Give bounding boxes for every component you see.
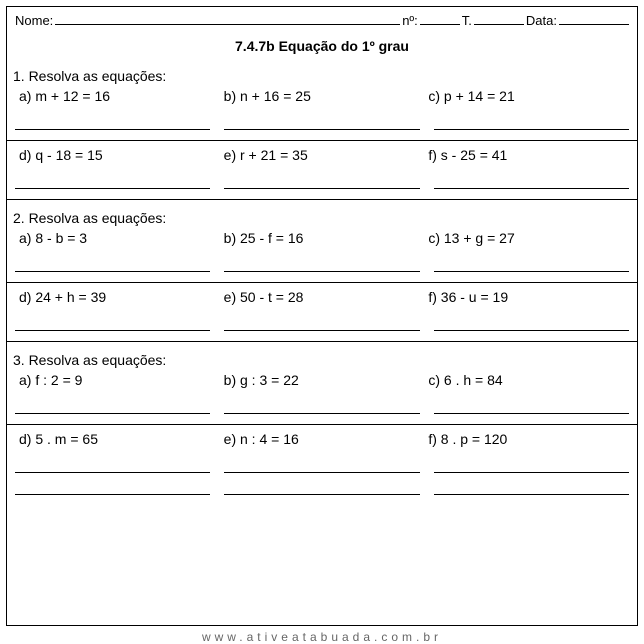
field-nome[interactable] — [55, 11, 400, 25]
eq-2d: d) 24 + h = 39 — [15, 289, 220, 305]
answer-line[interactable] — [15, 258, 210, 272]
answer-line[interactable] — [224, 175, 419, 189]
answer-row — [15, 459, 629, 473]
eq-2e: e) 50 - t = 28 — [220, 289, 425, 305]
answer-row — [15, 175, 629, 189]
divider — [7, 282, 637, 283]
answer-line[interactable] — [434, 481, 629, 495]
footer-url: www.ativeatabuada.com.br — [6, 630, 638, 644]
eq-1a: a) m + 12 = 16 — [15, 88, 220, 104]
eq-2f: f) 36 - u = 19 — [424, 289, 629, 305]
answer-line[interactable] — [15, 175, 210, 189]
divider — [7, 424, 637, 425]
eq-1c: c) p + 14 = 21 — [424, 88, 629, 104]
section-2-row-1: a) 8 - b = 3 b) 25 - f = 16 c) 13 + g = … — [15, 230, 629, 246]
eq-3e: e) n : 4 = 16 — [220, 431, 425, 447]
eq-2b: b) 25 - f = 16 — [220, 230, 425, 246]
eq-2c: c) 13 + g = 27 — [424, 230, 629, 246]
eq-2a: a) 8 - b = 3 — [15, 230, 220, 246]
eq-1d: d) q - 18 = 15 — [15, 147, 220, 163]
answer-line[interactable] — [15, 116, 210, 130]
eq-3f: f) 8 . p = 120 — [424, 431, 629, 447]
answer-line[interactable] — [15, 400, 210, 414]
field-data[interactable] — [559, 11, 629, 25]
field-t[interactable] — [474, 11, 524, 25]
section-1-row-2: d) q - 18 = 15 e) r + 21 = 35 f) s - 25 … — [15, 147, 629, 163]
eq-3d: d) 5 . m = 65 — [15, 431, 220, 447]
section-1-label: 1. Resolva as equações: — [13, 68, 629, 84]
eq-3c: c) 6 . h = 84 — [424, 372, 629, 388]
answer-line[interactable] — [15, 317, 210, 331]
eq-3a: a) f : 2 = 9 — [15, 372, 220, 388]
divider — [7, 341, 637, 342]
answer-line[interactable] — [224, 459, 419, 473]
eq-1f: f) s - 25 = 41 — [424, 147, 629, 163]
eq-3b: b) g : 3 = 22 — [220, 372, 425, 388]
answer-line[interactable] — [224, 116, 419, 130]
answer-line[interactable] — [434, 317, 629, 331]
answer-row — [15, 400, 629, 414]
answer-line[interactable] — [224, 400, 419, 414]
worksheet-title: 7.4.7b Equação do 1º grau — [15, 38, 629, 54]
answer-line[interactable] — [224, 317, 419, 331]
worksheet: Nome: nº: T. Data: 7.4.7b Equação do 1º … — [6, 6, 638, 626]
divider — [7, 140, 637, 141]
answer-line[interactable] — [15, 459, 210, 473]
eq-1b: b) n + 16 = 25 — [220, 88, 425, 104]
section-2-label: 2. Resolva as equações: — [13, 210, 629, 226]
answer-row — [15, 258, 629, 272]
answer-row — [15, 481, 629, 495]
answer-line[interactable] — [224, 481, 419, 495]
answer-line[interactable] — [434, 400, 629, 414]
label-data: Data: — [526, 13, 557, 28]
section-1-row-1: a) m + 12 = 16 b) n + 16 = 25 c) p + 14 … — [15, 88, 629, 104]
section-3-row-2: d) 5 . m = 65 e) n : 4 = 16 f) 8 . p = 1… — [15, 431, 629, 447]
divider — [7, 199, 637, 200]
section-3-row-1: a) f : 2 = 9 b) g : 3 = 22 c) 6 . h = 84 — [15, 372, 629, 388]
answer-line[interactable] — [224, 258, 419, 272]
answer-line[interactable] — [434, 258, 629, 272]
answer-line[interactable] — [434, 116, 629, 130]
answer-line[interactable] — [434, 459, 629, 473]
label-no: nº: — [402, 13, 418, 28]
answer-row — [15, 317, 629, 331]
section-3-label: 3. Resolva as equações: — [13, 352, 629, 368]
label-t: T. — [462, 13, 472, 28]
answer-row — [15, 116, 629, 130]
label-nome: Nome: — [15, 13, 53, 28]
field-no[interactable] — [420, 11, 460, 25]
header-row: Nome: nº: T. Data: — [15, 11, 629, 28]
answer-line[interactable] — [434, 175, 629, 189]
section-2-row-2: d) 24 + h = 39 e) 50 - t = 28 f) 36 - u … — [15, 289, 629, 305]
answer-line[interactable] — [15, 481, 210, 495]
eq-1e: e) r + 21 = 35 — [220, 147, 425, 163]
